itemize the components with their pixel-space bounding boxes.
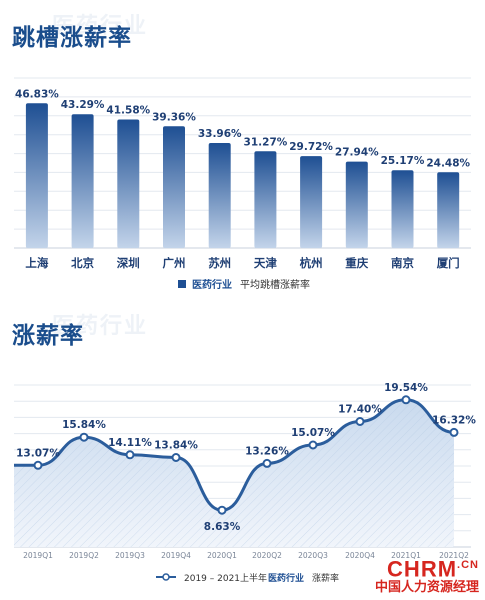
line-value-label: 13.07%	[16, 447, 60, 459]
line-value-label: 13.26%	[245, 445, 289, 457]
bar-4	[163, 126, 185, 248]
bar-category-label: 杭州	[300, 256, 323, 270]
bar-10	[437, 172, 460, 248]
bar-value-label: 41.58%	[106, 105, 150, 117]
bar-value-label: 33.96%	[198, 128, 242, 140]
data-point-9	[401, 395, 411, 405]
line-category-label: 2019Q4	[161, 551, 191, 560]
bar-6	[254, 151, 277, 248]
line-value-label: 15.07%	[291, 427, 335, 439]
bar-8	[345, 161, 368, 248]
bar-category-label: 南京	[391, 256, 414, 270]
data-point-4	[171, 453, 181, 462]
bar-category-label: 北京	[71, 256, 94, 270]
line-value-label: 15.84%	[62, 419, 106, 431]
bar-category-label: 上海	[25, 256, 48, 270]
line-legend-prefix: 2019 – 2021上半年	[184, 572, 267, 584]
line-category-label: 2021Q2	[439, 551, 469, 560]
bar-legend-swatch	[178, 280, 186, 288]
bar-value-label: 27.94%	[335, 147, 379, 159]
line-legend-highlight: 医药行业	[268, 572, 304, 584]
line-chart-title: 涨薪率	[12, 323, 84, 349]
brand-subtitle: 中国人力资源经理	[374, 580, 479, 595]
data-point-5	[217, 505, 227, 515]
bar-9	[391, 170, 414, 248]
bar-value-label: 25.17%	[381, 155, 425, 167]
line-value-label: 14.11%	[108, 437, 152, 449]
bar-5	[208, 143, 231, 248]
bar-category-label: 厦门	[437, 256, 460, 270]
bar-value-label: 31.27%	[244, 136, 288, 148]
data-point-3	[125, 450, 135, 460]
bar-chart: 46.83%43.29% 41.58%39.36%33.96%31.27% 29.7…	[14, 77, 471, 291]
data-point-10	[449, 427, 459, 437]
line-value-label: 19.54%	[384, 382, 428, 394]
bar-chart-title: 跳槽涨薪率	[12, 25, 132, 51]
line-category-label: 2019Q3	[115, 551, 145, 560]
data-point-2	[79, 432, 89, 442]
bar-legend-prefix: 医药行业	[192, 278, 232, 291]
line-value-label: 16.32%	[432, 414, 476, 426]
bar-category-label: 深圳	[117, 256, 140, 270]
line-category-label: 2019Q1	[23, 551, 53, 560]
bar-3	[117, 119, 140, 248]
line-legend-marker	[162, 573, 170, 581]
brand-logo-suffix: .CN	[457, 558, 479, 571]
bar-1	[25, 103, 48, 248]
bar-category-label: 天津	[254, 256, 277, 270]
line-legend-label: 涨薪率	[312, 572, 339, 584]
watermark-1: 医药行业	[52, 14, 149, 39]
bar-value-label: 46.83%	[15, 88, 59, 100]
line-category-label: 2020Q1	[207, 551, 237, 560]
bar-value-label: 29.72%	[289, 141, 333, 153]
bar-value-label: 24.48%	[426, 157, 470, 169]
bar-legend-label: 平均跳槽涨薪率	[240, 278, 310, 291]
bar-2	[71, 114, 94, 248]
line-category-label: 2020Q3	[298, 551, 328, 560]
brand-logo: CHRM.CN 中国人力资源经理	[375, 554, 479, 596]
data-point-8	[355, 417, 365, 426]
area-hatch	[14, 399, 454, 547]
data-point-1	[33, 460, 43, 470]
bar-7	[300, 156, 323, 248]
line-value-label: 13.84%	[154, 440, 198, 452]
data-point-7	[308, 440, 318, 450]
line-category-label: 2020Q4	[345, 551, 375, 560]
line-category-label: 2020Q2	[252, 551, 282, 560]
bar-category-label: 广州	[163, 256, 186, 270]
data-point-6	[262, 458, 272, 468]
line-category-label: 2021Q1	[391, 551, 421, 560]
line-chart: 13.07% 15.84%14.11% 13.84% 8.63% 13.26%15.07…	[14, 382, 476, 584]
bar-value-label: 39.36%	[152, 111, 196, 123]
bar-value-label: 43.29%	[61, 99, 105, 111]
line-category-label: 2019Q2	[69, 551, 99, 560]
bar-category-label: 重庆	[345, 256, 368, 270]
watermark-2: 医药行业	[52, 314, 149, 339]
bar-category-label: 苏州	[208, 256, 231, 270]
line-value-label: 17.40%	[338, 404, 382, 416]
brand-logo-text: CHRM	[387, 556, 458, 581]
line-value-label: 8.63%	[204, 521, 241, 533]
